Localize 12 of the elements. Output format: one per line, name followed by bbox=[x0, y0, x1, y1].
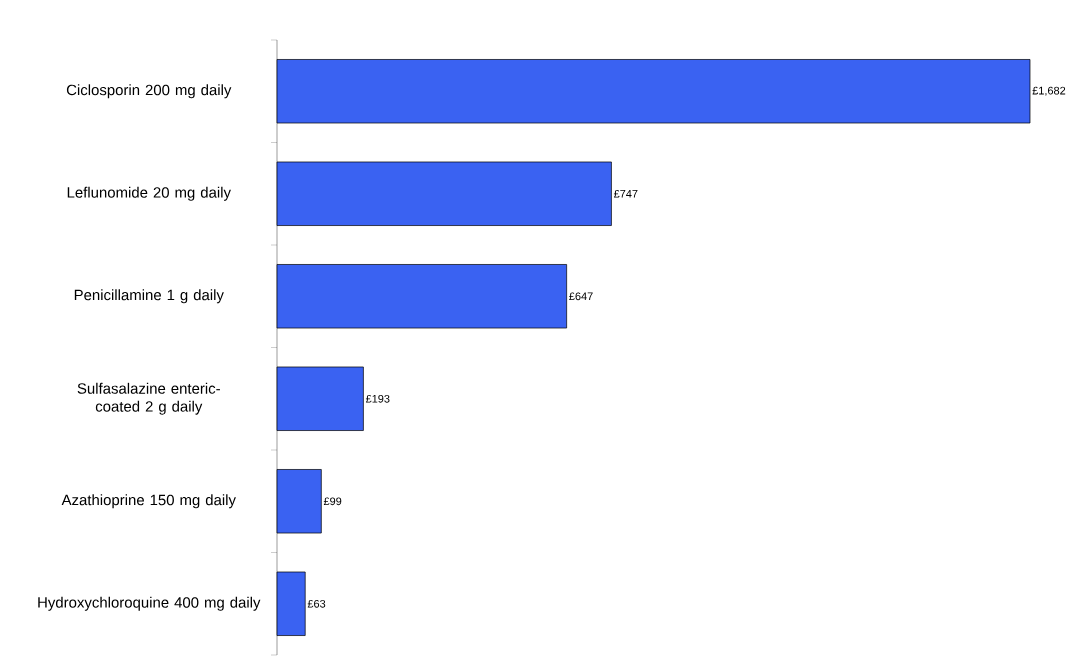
data-label: £193 bbox=[365, 394, 390, 403]
y-tick-label: Penicillamine 1 g daily bbox=[74, 289, 224, 304]
y-tick-label: Hydroxychloroquine 400 mg daily bbox=[38, 596, 261, 611]
data-label: £647 bbox=[569, 292, 593, 301]
data-label: £747 bbox=[613, 189, 638, 198]
data-label: £99 bbox=[323, 497, 342, 506]
data-label: £63 bbox=[307, 599, 326, 608]
y-tick-label: Sulfasalazine enteric-coated 2 g daily bbox=[77, 382, 220, 415]
y-tick-label: Azathioprine 150 mg daily bbox=[61, 494, 236, 509]
y-tick-label: Ciclosporin 200 mg daily bbox=[66, 84, 232, 99]
y-tick-label: Leflunomide 20 mg daily bbox=[67, 186, 231, 201]
data-label: £1,682 bbox=[1032, 86, 1066, 96]
